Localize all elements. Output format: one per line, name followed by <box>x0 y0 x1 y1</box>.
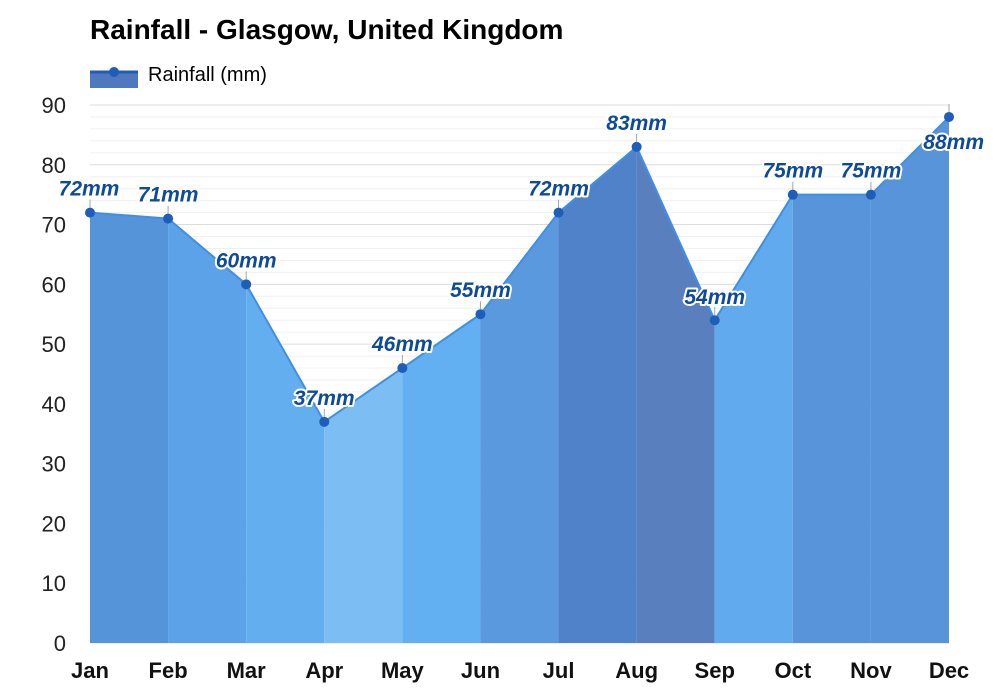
y-tick-label: 0 <box>54 631 66 656</box>
data-point <box>241 279 252 290</box>
area-band <box>324 368 403 643</box>
x-tick-label: Jan <box>71 658 109 683</box>
data-label: 60mm <box>216 249 277 272</box>
area-band <box>90 212 169 643</box>
x-tick-label: Jun <box>461 658 500 683</box>
data-label: 75mm <box>762 160 823 183</box>
data-label: 55mm <box>450 279 511 302</box>
area-band <box>714 194 793 643</box>
data-label: 37mm <box>294 387 355 410</box>
data-point <box>163 213 174 224</box>
y-tick-label: 90 <box>42 93 66 118</box>
x-tick-label: May <box>381 658 425 683</box>
data-label: 46mm <box>371 333 433 356</box>
data-point <box>631 141 642 152</box>
data-point <box>553 207 564 218</box>
y-tick-label: 80 <box>42 153 66 178</box>
y-tick-label: 70 <box>42 213 66 238</box>
y-tick-label: 30 <box>42 452 66 477</box>
data-label: 72mm <box>59 178 120 201</box>
x-tick-label: Oct <box>774 658 811 683</box>
x-tick-label: Apr <box>305 658 343 683</box>
data-point <box>709 315 720 326</box>
y-tick-label: 50 <box>42 332 66 357</box>
data-point <box>865 189 876 200</box>
x-tick-label: Jul <box>543 658 575 683</box>
x-tick-label: Aug <box>615 658 658 683</box>
y-tick-label: 20 <box>42 511 66 536</box>
area-band <box>480 212 559 643</box>
legend-swatch-icon <box>90 67 138 88</box>
area-band <box>870 116 949 643</box>
x-tick-label: Nov <box>850 658 892 683</box>
data-point <box>475 309 486 320</box>
data-label: 83mm <box>606 112 667 135</box>
series-line <box>89 116 950 424</box>
data-label: 75mm <box>841 160 902 183</box>
area-band <box>558 146 637 643</box>
data-label: 72mm <box>528 178 589 201</box>
y-tick-label: 10 <box>42 571 66 596</box>
legend-label: Rainfall (mm) <box>148 63 267 86</box>
data-label: 71mm <box>138 184 199 207</box>
data-point <box>787 189 798 200</box>
area-band <box>792 194 871 643</box>
y-tick-label: 60 <box>42 272 66 297</box>
data-point <box>85 207 95 218</box>
x-tick-label: Sep <box>695 658 735 683</box>
x-tick-label: Mar <box>227 658 267 683</box>
y-tick-label: 40 <box>42 392 66 417</box>
area-band <box>402 314 481 643</box>
x-tick-label: Dec <box>929 658 969 683</box>
data-label: 88mm <box>923 131 984 154</box>
area-band <box>246 284 325 643</box>
area-band <box>636 146 715 643</box>
area-band <box>168 218 247 644</box>
data-point <box>397 363 408 374</box>
legend: Rainfall (mm) <box>90 60 267 90</box>
x-tick-label: Feb <box>149 658 188 683</box>
data-point <box>944 111 954 122</box>
data-label: 54mm <box>684 286 745 309</box>
data-point <box>319 416 330 427</box>
chart-title: Rainfall - Glasgow, United Kingdom <box>90 14 564 45</box>
